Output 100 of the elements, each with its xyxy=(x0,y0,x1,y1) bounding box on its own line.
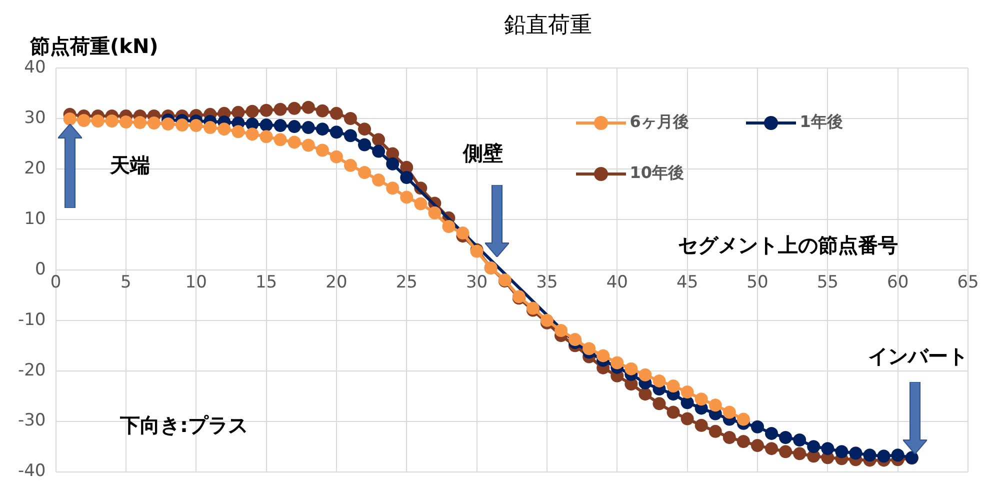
point xyxy=(246,128,259,141)
point xyxy=(176,118,189,132)
annotation: 天端 xyxy=(110,152,150,180)
y-tick-label: -10 xyxy=(18,310,46,330)
point xyxy=(891,448,904,462)
x-tick-label: 0 xyxy=(50,272,62,293)
point xyxy=(863,448,876,462)
point xyxy=(302,121,315,134)
point xyxy=(694,392,708,406)
point xyxy=(260,118,273,132)
x-tick-label: 10 xyxy=(185,272,207,293)
point xyxy=(708,398,722,412)
point xyxy=(849,446,862,460)
point xyxy=(316,144,329,157)
point xyxy=(680,396,694,410)
point xyxy=(105,114,118,128)
x-tick-label: 5 xyxy=(120,272,132,293)
annotation: インバート xyxy=(868,343,968,370)
y-tick-label: -20 xyxy=(18,360,46,380)
point xyxy=(666,379,680,392)
point xyxy=(414,197,428,210)
point xyxy=(274,133,287,146)
point xyxy=(386,182,400,195)
y-tick-label: 40 xyxy=(24,57,46,78)
point xyxy=(680,386,694,399)
legend-label: 6ヶ月後 xyxy=(630,112,689,133)
point xyxy=(610,356,624,370)
x-tick-label: 20 xyxy=(326,272,348,293)
chart-title: 鉛直荷重 xyxy=(504,13,592,38)
y-tick-label: -40 xyxy=(18,461,46,482)
x-tick-label: 50 xyxy=(746,272,768,293)
x-tick-label: 15 xyxy=(255,272,278,293)
point xyxy=(162,118,175,131)
point xyxy=(372,144,386,158)
point xyxy=(793,434,806,446)
point xyxy=(779,430,792,444)
point xyxy=(442,220,456,233)
point xyxy=(386,157,400,170)
point xyxy=(596,349,610,362)
x-tick-label: 35 xyxy=(536,272,558,293)
annotation: 側壁 xyxy=(463,140,503,167)
point xyxy=(428,206,442,220)
y-tick-label: 0 xyxy=(34,259,46,280)
point xyxy=(148,116,161,130)
point xyxy=(372,174,386,187)
point xyxy=(652,374,666,388)
point xyxy=(624,362,638,376)
point xyxy=(133,116,146,130)
point xyxy=(77,114,90,127)
point xyxy=(582,342,596,356)
x-tick-label: 55 xyxy=(816,272,838,293)
point xyxy=(91,114,104,128)
point xyxy=(400,190,414,204)
point xyxy=(456,226,470,240)
point xyxy=(316,122,329,136)
x-tick-label: 40 xyxy=(606,272,628,293)
point xyxy=(568,333,582,346)
point xyxy=(400,171,414,184)
point xyxy=(835,445,848,458)
point xyxy=(750,420,764,434)
legend-label: 10年後 xyxy=(630,163,684,184)
x-tick-label: 30 xyxy=(466,272,488,293)
point xyxy=(358,138,372,152)
point xyxy=(218,122,231,136)
y-axis-title: 節点荷重(kN) xyxy=(30,33,158,60)
x-tick-label: 65 xyxy=(957,272,979,293)
point xyxy=(807,440,820,454)
y-tick-label: -30 xyxy=(18,410,46,431)
y-tick-label: 20 xyxy=(24,158,46,178)
point xyxy=(344,129,357,142)
x-tick-label: 60 xyxy=(887,272,909,293)
x-tick-label: 45 xyxy=(676,272,698,293)
point xyxy=(722,406,736,419)
point xyxy=(554,324,568,337)
point xyxy=(638,368,652,382)
point xyxy=(358,166,372,179)
x-tick-label: 25 xyxy=(396,272,418,293)
annotation: 下向き:プラス xyxy=(120,412,248,439)
point xyxy=(288,120,301,134)
legend-label: 1年後 xyxy=(800,112,843,133)
point xyxy=(190,119,203,132)
point xyxy=(540,314,554,327)
point xyxy=(204,121,217,134)
point xyxy=(821,442,834,456)
point xyxy=(877,450,890,463)
point xyxy=(288,136,301,149)
point xyxy=(330,150,343,164)
point xyxy=(736,412,750,426)
point xyxy=(330,126,343,139)
point xyxy=(119,116,132,129)
point xyxy=(232,125,245,138)
point xyxy=(274,119,287,132)
point xyxy=(765,426,778,440)
point xyxy=(260,130,273,144)
x-axis-title: セグメント上の節点番号 xyxy=(678,232,898,259)
point xyxy=(344,158,357,172)
point xyxy=(63,112,76,126)
point xyxy=(302,138,315,152)
y-tick-label: 10 xyxy=(24,208,46,229)
y-tick-label: 30 xyxy=(24,108,46,128)
